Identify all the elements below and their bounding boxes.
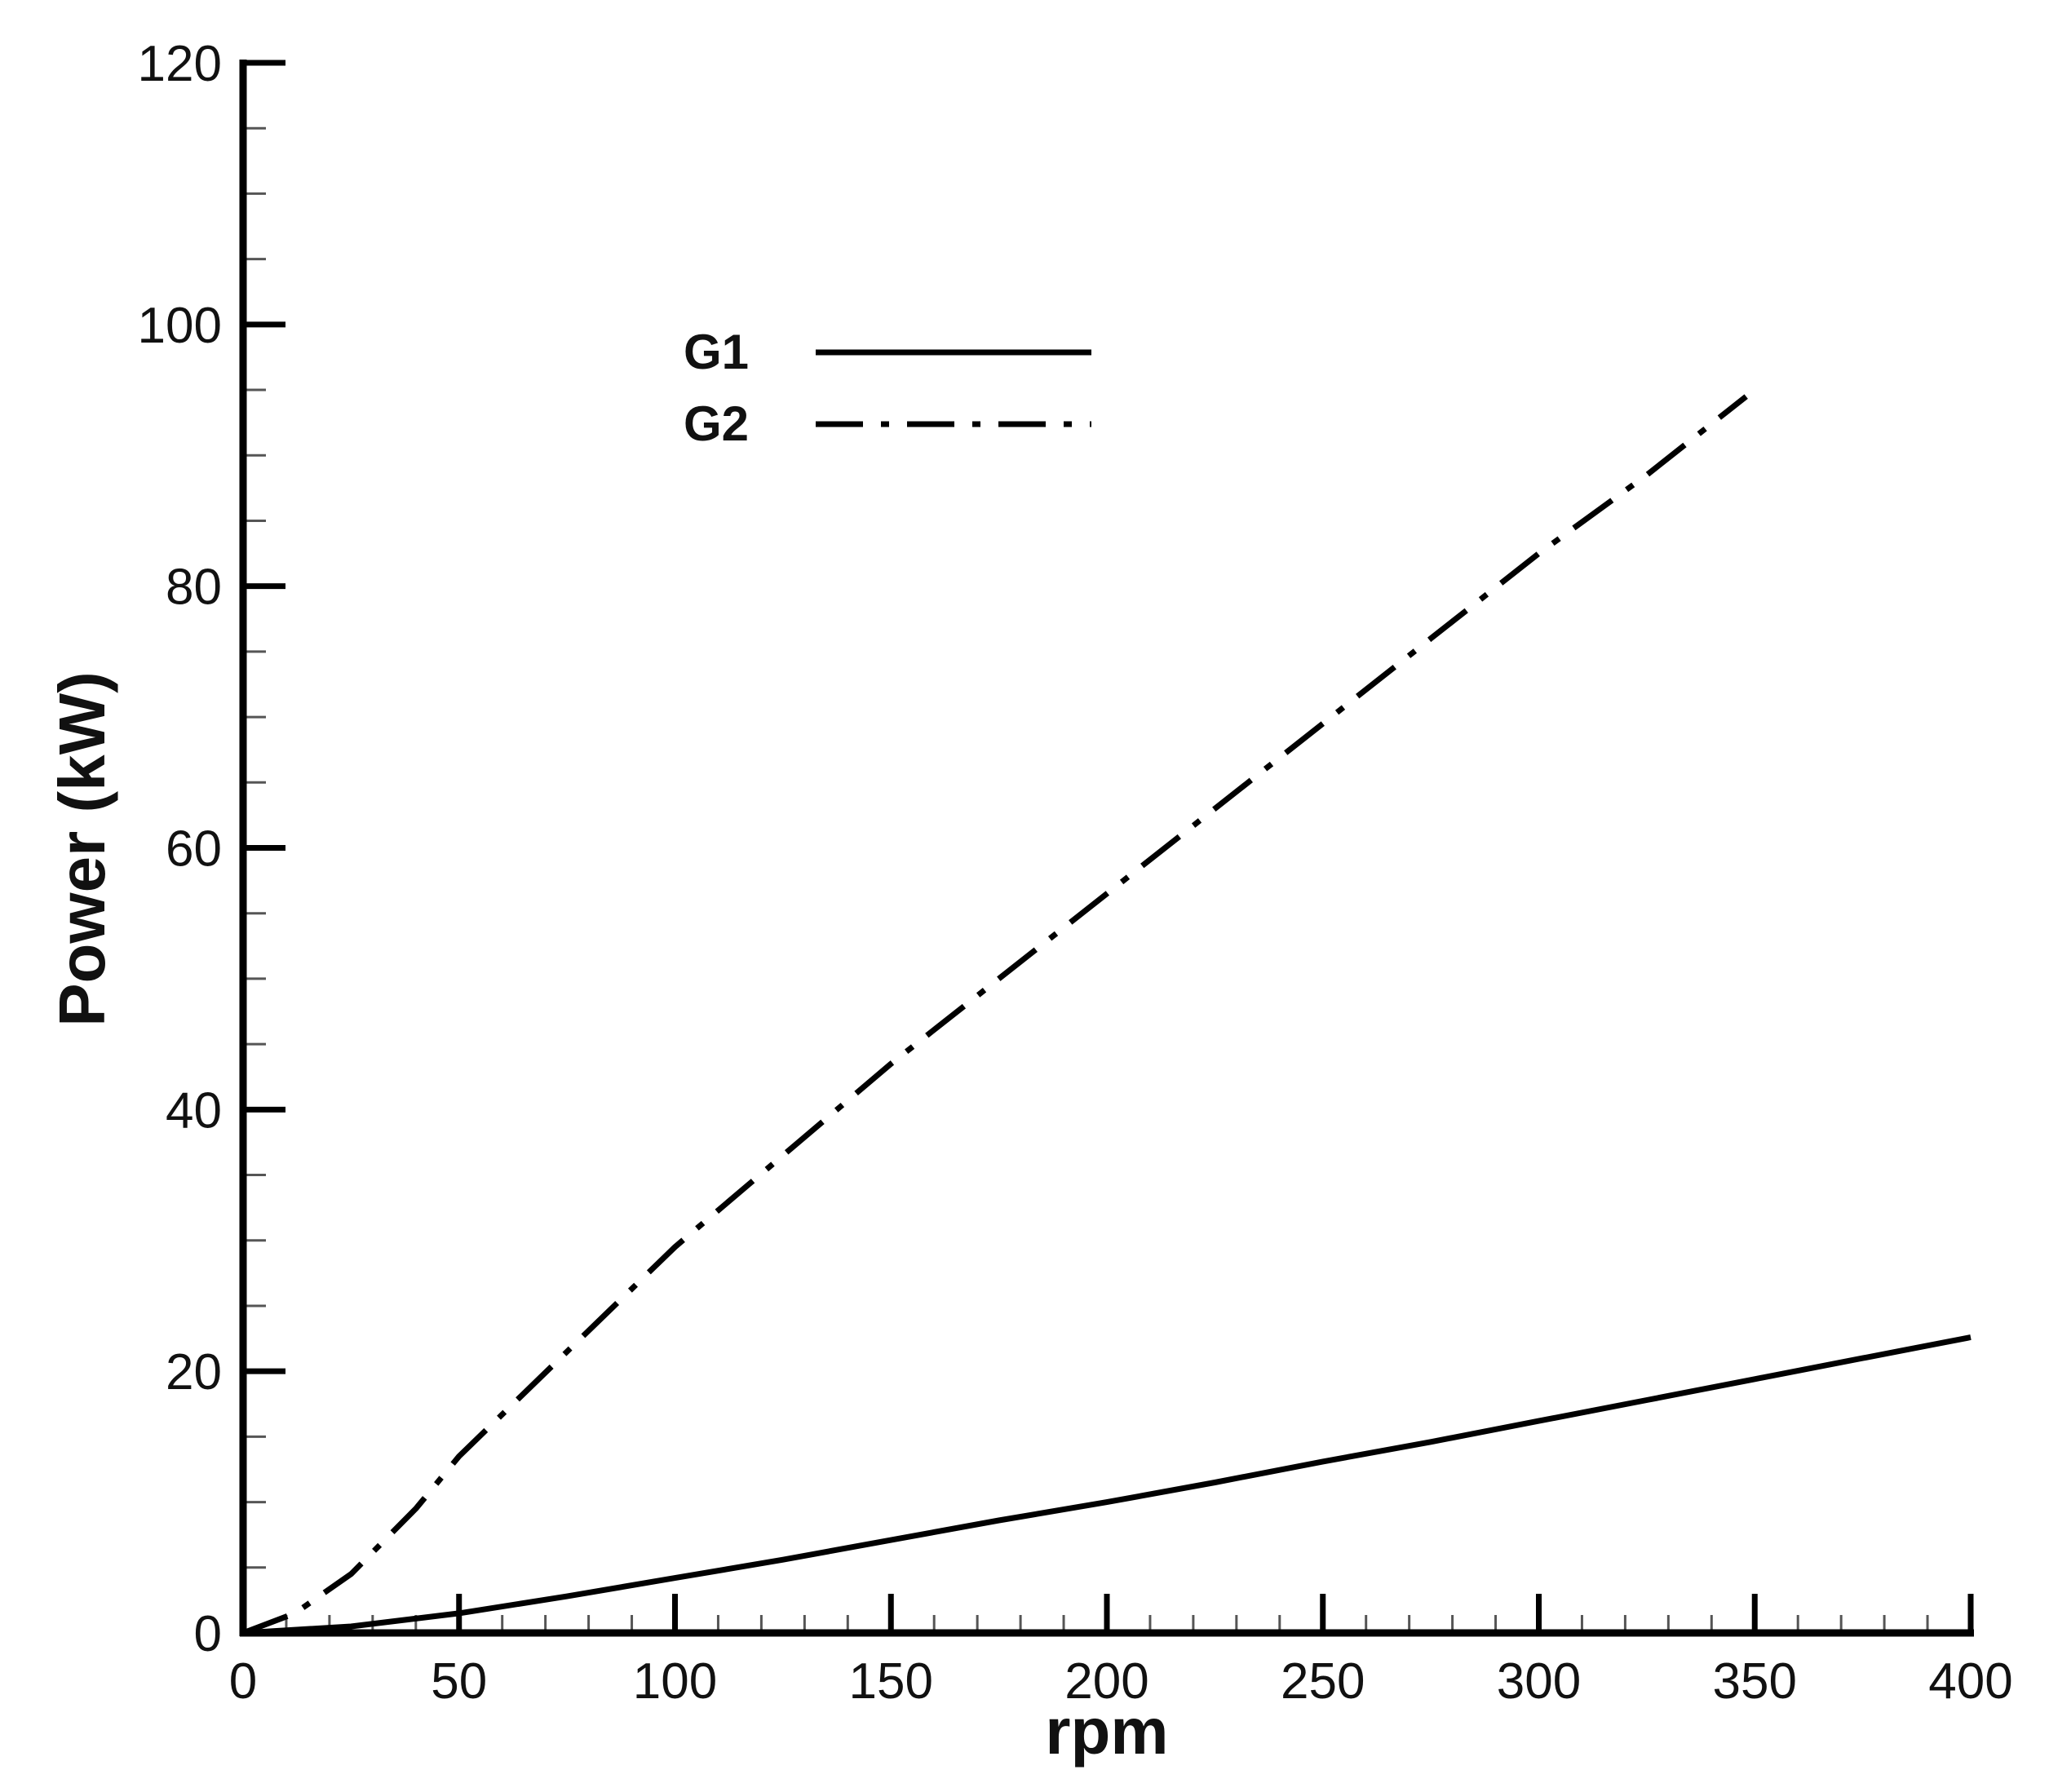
x-tick-label: 350	[1713, 1653, 1797, 1710]
series-layer	[241, 394, 1972, 1636]
x-tick-label: 150	[849, 1653, 933, 1710]
y-tick-label: 120	[138, 36, 222, 92]
x-tick-label: 100	[633, 1653, 717, 1710]
y-tick-label: 100	[138, 298, 222, 354]
x-tick-label: 50	[431, 1653, 487, 1710]
series-line-g1	[242, 1334, 1972, 1636]
major-ticks	[240, 60, 1974, 1636]
x-tick-label: 0	[229, 1653, 257, 1710]
y-tick-label: 0	[194, 1606, 222, 1662]
x-axis-title: rpm	[1045, 1695, 1168, 1768]
legend-label-g2: G2	[684, 396, 749, 451]
y-axis-title: Power (kW)	[46, 671, 118, 1027]
x-tick-label: 300	[1497, 1653, 1581, 1710]
y-tick-label: 40	[166, 1082, 222, 1139]
x-tick-label: 250	[1281, 1653, 1365, 1710]
axes	[239, 60, 1974, 1637]
legend-label-g1: G1	[684, 325, 749, 379]
y-tick-label: 80	[166, 560, 222, 616]
x-tick-label: 200	[1064, 1653, 1148, 1710]
y-tick-label: 20	[166, 1344, 222, 1400]
series-line-g2	[241, 394, 1748, 1636]
y-tick-label: 60	[166, 821, 222, 878]
x-tick-label: 400	[1928, 1653, 2012, 1710]
tick-labels: 0 50 100 150 200 250 300 350 400 0 20 40 60 80 100 120	[138, 36, 2013, 1710]
